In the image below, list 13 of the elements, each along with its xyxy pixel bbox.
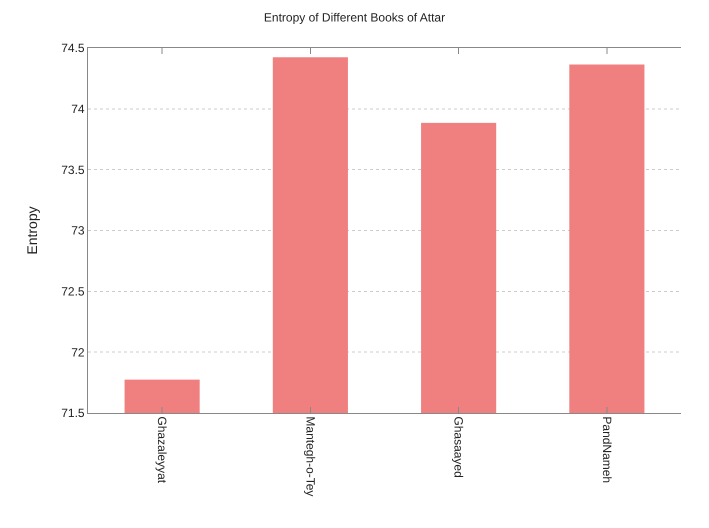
y-tick-label: 72.5: [61, 284, 85, 299]
x-tick-label: Ghasaayed: [452, 416, 466, 478]
y-tick-label: 73: [71, 224, 85, 238]
y-tick-label: 72: [71, 345, 85, 360]
y-tick-label: 74: [71, 102, 85, 116]
x-tick-label: Mantegh-o-Tey: [303, 416, 318, 496]
x-tick-label: Ghazaleyyat: [155, 416, 170, 484]
y-tick-label: 73.5: [61, 162, 85, 177]
chart-title: Entropy of Different Books of Attar: [264, 10, 446, 25]
y-tick-label: 71.5: [61, 406, 85, 420]
x-tick-label: PandNameh: [600, 416, 614, 484]
y-tick-label: 74.5: [61, 41, 85, 56]
y-axis-title: Entropy: [24, 206, 40, 255]
